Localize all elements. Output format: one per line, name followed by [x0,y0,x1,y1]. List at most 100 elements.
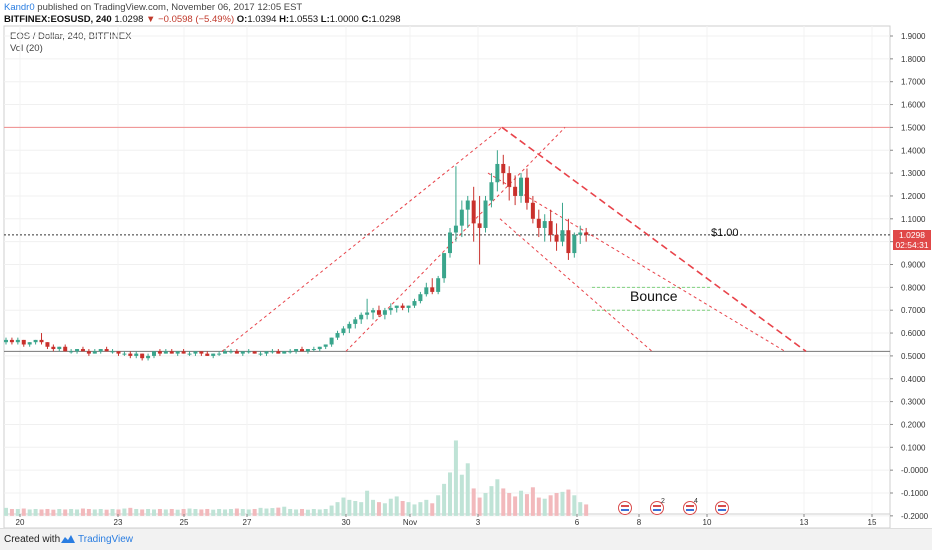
y-tick-label: 1.2000 [901,192,926,201]
y-tick-label: 0.4000 [901,375,926,384]
symbol-label[interactable]: BITFINEX:EOSUSD, 240 [4,14,112,25]
x-tick-label: 10 [703,518,712,527]
volume-bar [548,495,553,516]
candle-body [276,351,281,354]
y-tick-label: 0.7000 [901,306,926,315]
volume-bar [134,508,139,516]
close-label: C: [361,14,372,25]
volume-bar [246,509,251,516]
volume-bar [152,509,156,516]
candle-body [228,351,233,353]
volume-bar [104,509,109,516]
candle-body [341,328,346,334]
volume-bar [412,504,417,516]
volume-title: Vol (20) [10,43,43,54]
volume-bar [75,509,80,516]
volume-bar [406,502,411,516]
candle-body [382,310,387,315]
volume-bar [39,509,44,516]
price-chart[interactable]: 1.9000 1.8000 1.7000 1.6000 1.5000 1.4000 1.30… [0,0,932,528]
candle-body [335,333,340,338]
volume-bar [424,499,429,516]
volume-bar [524,494,529,516]
x-tick-label: 27 [243,518,252,527]
volume-bar [288,508,293,516]
candle-body [21,339,26,345]
one-dollar-annotation[interactable]: $1.00 [711,227,739,239]
candle-body [270,351,275,353]
price-axis[interactable]: 1.9000 1.8000 1.7000 1.6000 1.5000 1.4000 1.30… [890,32,929,521]
volume-bar [128,507,133,516]
volume-bar [157,508,162,516]
candle-body [63,346,68,352]
candle-body [359,314,364,320]
us-flag-icon [650,501,664,515]
candle-body [430,287,435,292]
date-axis[interactable]: 20 23 25 27 30 Nov 3 6 8 10 13 15 [16,514,877,527]
volume-bar [584,504,589,516]
volume-bar [228,508,233,516]
candle-body [412,301,417,306]
volume-bar [430,503,435,516]
candle-body [554,234,559,242]
volume-bar [353,500,358,516]
candle-body [146,355,151,359]
volume-bar [365,490,370,516]
candle-body [536,218,541,228]
candle-body [205,353,210,356]
countdown-text: 02:54:31 [895,240,928,250]
volume-bar [566,489,571,516]
low-value: 1.0000 [329,14,359,25]
x-tick-label: 20 [16,518,25,527]
volume-bar [335,502,340,516]
bounce-annotation[interactable]: Bounce [630,288,678,304]
volume-bar [270,508,275,516]
candle-body [311,349,316,351]
event-count: 2 [661,498,665,505]
downtrend-channel-lower [499,218,653,352]
x-tick-label: 23 [114,518,123,527]
volume-bar [507,493,512,516]
candle-body [329,337,334,345]
volume-bar [572,495,577,516]
y-tick-label: -0.2000 [901,512,929,521]
y-tick-label: 0.5000 [901,352,926,361]
ohlc-bar: BITFINEX:EOSUSD, 240 1.0298 ▼ −0.0598 (−… [4,14,401,25]
candle-body [530,202,535,219]
candle-body [388,307,393,311]
plot-frame [3,25,891,515]
footer: Created with TradingView [0,528,932,550]
author-link[interactable]: Kandr0 [4,2,35,13]
candle-body [187,353,192,355]
volume-bar [175,509,180,516]
candle-body [548,221,553,235]
candle-body [45,342,50,347]
candle-body [519,177,524,196]
volume-bar [495,479,500,516]
volume-bar [560,491,565,516]
candle-body [294,349,299,352]
volume-bar [453,440,458,516]
us-flag-icon [683,501,697,515]
candle-body [483,200,488,228]
flag-stripe [653,509,661,511]
candle-body [258,353,263,355]
y-tick-label: 1.6000 [901,101,926,110]
y-tick-label: 0.3000 [901,398,926,407]
candle-body [560,230,565,242]
volume-bar [317,509,322,516]
volume-bar [69,508,74,516]
volume-bar [205,508,210,516]
downtrend-channel-upper [487,172,786,352]
y-tick-label: 1.5000 [901,123,926,132]
flag-stripe [718,505,726,507]
candle-body [234,351,239,354]
y-tick-label: 1.8000 [901,55,926,64]
tradingview-link[interactable]: TradingView [78,534,134,545]
candle-body [448,232,452,254]
volume-bar [400,500,405,516]
volume-bar [21,508,26,516]
flag-stripe [621,505,629,507]
candle-body [542,221,547,228]
volume-bar [63,509,68,516]
